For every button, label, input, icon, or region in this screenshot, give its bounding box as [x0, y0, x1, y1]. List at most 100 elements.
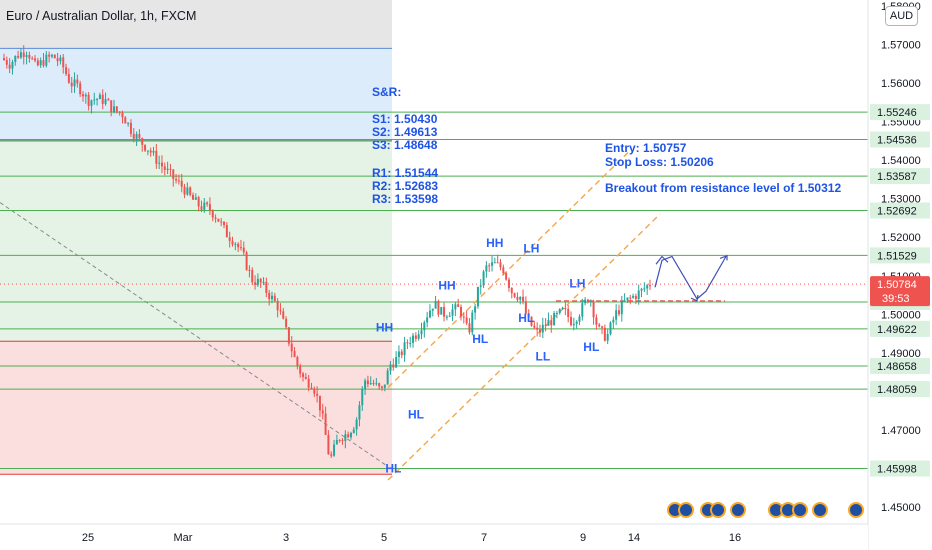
- level-tag: [870, 202, 930, 219]
- current-price-label: 1.50784: [877, 279, 917, 291]
- candle-body: [251, 269, 254, 283]
- candle-body: [11, 61, 14, 69]
- candle-body: [318, 395, 321, 411]
- candle-body: [386, 370, 389, 385]
- candle-body: [479, 285, 482, 287]
- candle-body: [127, 122, 130, 124]
- candle-body: [553, 313, 556, 326]
- candle-body: [287, 327, 290, 344]
- candle-body: [70, 82, 73, 87]
- swing-label: HL: [408, 407, 424, 421]
- candle-body: [169, 168, 172, 170]
- candle-body: [39, 60, 42, 66]
- candle-body: [414, 335, 417, 339]
- candle-body: [14, 55, 17, 62]
- level-tag-label: 1.53587: [877, 171, 917, 183]
- swing-label: LH: [523, 242, 539, 256]
- candle-body: [485, 265, 488, 272]
- time-tick: 7: [481, 532, 487, 544]
- candle-body: [533, 325, 536, 328]
- candle-body: [304, 376, 307, 379]
- candle-body: [220, 221, 223, 223]
- candle-body: [522, 296, 525, 302]
- candle-body: [519, 296, 522, 300]
- candle-body: [634, 295, 637, 299]
- level-tag: [870, 460, 930, 477]
- note-r1: R1: 1.51544: [372, 166, 438, 180]
- candle-body: [172, 169, 175, 180]
- time-tick: 3: [283, 532, 289, 544]
- candle-body: [146, 150, 149, 152]
- candle-body: [36, 60, 39, 66]
- candle-body: [493, 262, 496, 264]
- candle-body: [19, 52, 22, 58]
- price-tick: 1.56000: [881, 78, 921, 90]
- levels-layer: [0, 111, 868, 470]
- note-breakout: Breakout from resistance level of 1.5031…: [605, 181, 841, 195]
- candle-body: [34, 58, 37, 61]
- candle-body: [5, 60, 8, 65]
- candle-body: [56, 58, 59, 62]
- candle-body: [248, 269, 251, 271]
- level-tag: [870, 247, 930, 264]
- swing-label: HH: [438, 278, 455, 292]
- candle-body: [48, 54, 51, 57]
- candle-body: [620, 300, 623, 315]
- candle-body: [217, 218, 220, 222]
- candle-body: [598, 324, 601, 327]
- candle-body: [347, 434, 350, 438]
- currency-button[interactable]: AUD: [885, 6, 918, 26]
- candle-body: [273, 295, 276, 302]
- candle-body: [333, 444, 336, 456]
- time-tick: 25: [82, 532, 94, 544]
- time-tick: Mar: [174, 532, 193, 544]
- candle-body: [510, 287, 513, 294]
- candle-body: [474, 306, 477, 313]
- candle-body: [211, 210, 214, 218]
- price-axis: 1.580001.570001.560001.550001.540001.530…: [867, 0, 932, 550]
- countdown-label: 39:53: [882, 293, 910, 305]
- note-entry: Entry: 1.50757: [605, 141, 687, 155]
- diagonal-dashed-line: [0, 202, 389, 467]
- event-icon: [732, 504, 744, 516]
- candle-body: [558, 308, 561, 314]
- candle-body: [129, 122, 132, 134]
- price-tick: 1.47000: [881, 425, 921, 437]
- candle-body: [406, 342, 409, 344]
- candle-body: [389, 364, 392, 371]
- candle-body: [440, 307, 443, 315]
- level-tag-label: 1.51529: [877, 250, 917, 262]
- candle-body: [513, 293, 516, 297]
- candle-body: [310, 387, 313, 389]
- time-axis-bg: [0, 524, 868, 550]
- candle-body: [646, 285, 649, 289]
- candle-body: [158, 162, 161, 164]
- candle-body: [175, 179, 178, 181]
- level-tag: [870, 131, 930, 148]
- candle-body: [138, 134, 141, 139]
- candle-body: [234, 243, 237, 245]
- candle-body: [601, 326, 604, 328]
- level-tag-label: 1.55246: [877, 107, 917, 119]
- candle-body: [53, 54, 56, 59]
- candle-body: [462, 316, 465, 318]
- candle-body: [223, 221, 226, 226]
- candle-body: [25, 54, 28, 58]
- candle-body: [76, 79, 79, 84]
- candle-body: [459, 306, 462, 317]
- candle-body: [372, 383, 375, 385]
- time-tick: 5: [381, 532, 387, 544]
- candle-body: [239, 247, 242, 249]
- candle-body: [349, 432, 352, 438]
- candle-body: [189, 187, 192, 195]
- candle-body: [417, 334, 420, 339]
- candle-body: [412, 335, 415, 343]
- candle-body: [228, 237, 231, 241]
- candle-body: [632, 295, 635, 298]
- candle-body: [378, 383, 381, 387]
- candle-body: [285, 318, 288, 328]
- candle-body: [203, 202, 206, 210]
- event-icon: [794, 504, 806, 516]
- candle-body: [538, 329, 541, 333]
